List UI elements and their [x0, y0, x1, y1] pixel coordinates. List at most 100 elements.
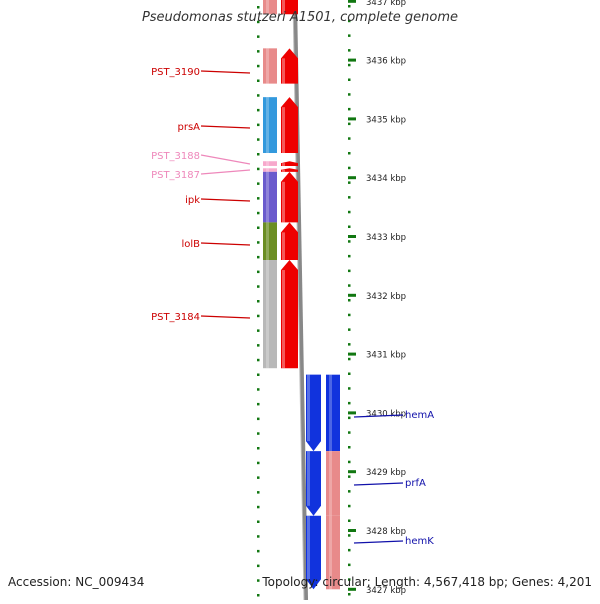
guide-dot — [257, 358, 260, 362]
gene-arrow-highlight — [307, 451, 310, 506]
gene-feature: hemA — [306, 374, 434, 452]
guide-dot — [257, 535, 260, 538]
guide-dot — [348, 387, 351, 390]
guide-dot — [257, 108, 260, 112]
gene-feature: lolB — [181, 222, 298, 261]
gene-arrow-highlight — [282, 270, 285, 369]
gene-label-leader — [200, 154, 251, 165]
guide-dot — [348, 328, 351, 331]
scale-tick-label: 3427 kbp — [366, 586, 406, 596]
scale-tick — [348, 587, 356, 591]
gene-arrow-highlight — [282, 181, 285, 223]
gene-block — [263, 171, 277, 223]
guide-dot — [348, 593, 351, 596]
guide-dot — [257, 491, 260, 494]
gene-arrow — [281, 48, 298, 84]
gene-arrow — [306, 451, 321, 516]
gene-label-leader — [353, 482, 404, 486]
guide-dot — [257, 300, 260, 303]
scale-tick — [348, 352, 356, 356]
guide-dot — [257, 564, 260, 568]
gene-block — [263, 161, 277, 166]
guide-dots-left — [257, 6, 260, 597]
gene-block-highlight — [266, 0, 269, 15]
guide-dot — [257, 270, 260, 274]
guide-dot — [257, 505, 260, 509]
gene-arrow-highlight — [307, 515, 310, 580]
guide-dot — [348, 313, 351, 317]
gene-feature: hemK — [306, 515, 434, 590]
guide-dot — [257, 417, 260, 421]
gene-arrow — [281, 0, 298, 15]
gene-block-highlight — [266, 260, 269, 369]
gene-label: ipk — [185, 195, 200, 206]
guide-dot — [257, 50, 260, 53]
topology-label: Topology: circular; Length: 4,567,418 bp… — [262, 575, 592, 589]
gene-block — [326, 451, 340, 516]
guide-dot — [257, 138, 260, 141]
scale-tick — [348, 470, 356, 474]
guide-dot — [257, 94, 260, 97]
guide-dot — [257, 314, 260, 318]
gene-block-highlight — [266, 171, 269, 223]
scale-tick-label: 3434 kbp — [366, 174, 406, 184]
gene-label-leader — [200, 125, 251, 129]
gene-label: PST_3184 — [151, 312, 200, 323]
gene-arrow — [281, 222, 298, 261]
gene-feature: PST_3188 — [151, 151, 298, 166]
guide-dot — [257, 182, 260, 185]
scale-tick-label: 3431 kbp — [366, 351, 406, 361]
gene-label: hemK — [405, 536, 434, 547]
gene-block-highlight — [266, 222, 269, 261]
guide-dot — [257, 123, 260, 127]
scale-tick — [348, 0, 356, 3]
guide-dot — [257, 432, 260, 435]
guide-dot — [348, 225, 351, 228]
gene-feature: PST_3187 — [151, 168, 298, 181]
scale-tick-label: 3435 kbp — [366, 115, 406, 125]
gene-arrow-highlight — [307, 374, 310, 442]
guide-dot — [257, 6, 260, 9]
guide-dot — [257, 285, 260, 288]
gene-arrow-highlight — [282, 169, 285, 172]
gene-label-leader — [200, 242, 251, 246]
accession-label: Accession: NC_009434 — [8, 575, 145, 589]
gene-block — [263, 48, 277, 84]
gene-label: lolB — [181, 239, 200, 250]
gene-label: PST_3187 — [151, 170, 200, 181]
gene-arrow-highlight — [282, 0, 285, 15]
guide-dot — [348, 401, 351, 405]
guide-dot — [348, 210, 351, 214]
guide-dot — [257, 329, 260, 332]
scale-tick — [348, 117, 356, 121]
gene-arrow-highlight — [282, 232, 285, 261]
guide-dot — [257, 20, 260, 24]
gene-feature: prfA — [306, 451, 426, 516]
guide-dot — [257, 373, 260, 376]
gene-label: hemA — [405, 410, 434, 421]
gene-block-highlight — [266, 97, 269, 154]
gene-block-highlight — [266, 161, 269, 166]
guide-dot — [348, 548, 351, 552]
scale-tick-label: 3436 kbp — [366, 57, 406, 67]
gene-label-leader — [200, 70, 251, 74]
guide-dot — [348, 299, 351, 302]
guide-dot — [348, 431, 351, 434]
guide-dot — [348, 504, 351, 508]
guide-dot — [348, 122, 351, 126]
guide-dot — [348, 284, 351, 287]
gene-block — [326, 515, 340, 590]
gene-arrow — [281, 168, 298, 172]
gene-label: PST_3190 — [151, 67, 200, 78]
gene-feature: ipk — [185, 171, 298, 223]
guide-dot — [257, 197, 260, 200]
gene-arrow-highlight — [282, 58, 285, 84]
gene-block — [263, 260, 277, 369]
guide-dot — [348, 107, 351, 111]
guide-dot — [348, 519, 351, 522]
gene-feature: prsA — [177, 97, 298, 154]
guide-dot — [348, 240, 351, 243]
gene-block — [326, 374, 340, 452]
